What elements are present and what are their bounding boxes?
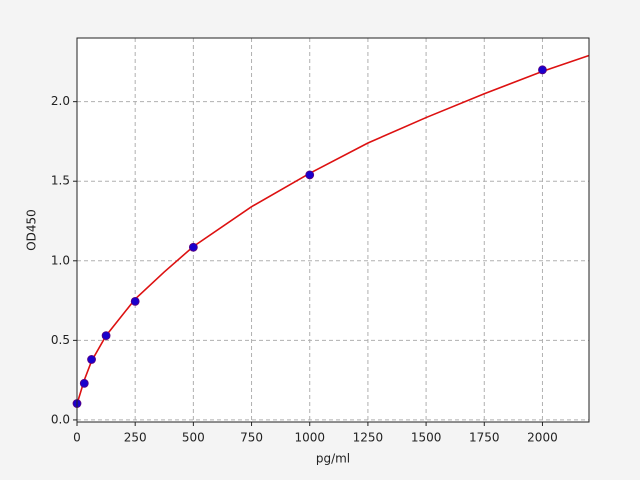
data-point — [305, 170, 315, 180]
data-point — [188, 242, 198, 252]
y-tick-label: 1.5 — [51, 174, 70, 188]
data-point — [130, 296, 140, 306]
x-tick-label: 1250 — [353, 431, 384, 445]
x-tick-label: 750 — [240, 431, 263, 445]
y-tick-label: 1.0 — [51, 253, 70, 267]
y-axis-label: OD450 — [25, 209, 39, 251]
data-point — [87, 355, 96, 364]
x-tick-label: 1500 — [411, 431, 442, 445]
x-axis-label: pg/ml — [316, 452, 350, 466]
data-point — [101, 331, 111, 340]
axes-frame — [76, 37, 590, 423]
plot-area — [77, 38, 589, 422]
x-tick-label: 250 — [124, 431, 147, 445]
data-point — [538, 65, 547, 75]
x-tick-label: 0 — [73, 431, 81, 445]
y-tick-label: 0.5 — [51, 333, 70, 347]
y-tick-label: 0.0 — [51, 412, 70, 426]
y-tick-label: 2.0 — [51, 94, 70, 108]
data-point — [79, 378, 89, 388]
x-tick-label: 1000 — [294, 431, 325, 445]
x-tick-label: 500 — [182, 431, 205, 445]
x-tick-label: 1750 — [469, 431, 500, 445]
x-tick-label: 2000 — [527, 431, 558, 445]
